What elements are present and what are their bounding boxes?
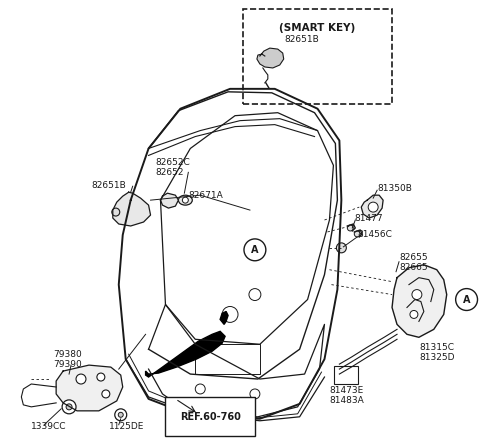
Text: 81473E: 81473E (329, 387, 364, 396)
Polygon shape (145, 332, 225, 377)
Polygon shape (361, 195, 383, 218)
Circle shape (66, 404, 72, 410)
Text: 81325D: 81325D (419, 353, 455, 362)
Circle shape (456, 289, 478, 310)
Text: 81456C: 81456C (357, 230, 392, 239)
Text: 81477: 81477 (354, 214, 383, 223)
Text: 79390: 79390 (53, 360, 82, 369)
Circle shape (336, 243, 347, 253)
Circle shape (354, 231, 360, 237)
Circle shape (195, 384, 205, 394)
Text: 79380: 79380 (53, 350, 82, 359)
Circle shape (250, 389, 260, 399)
Circle shape (222, 306, 238, 323)
FancyBboxPatch shape (243, 9, 392, 104)
Text: 81483A: 81483A (329, 396, 364, 405)
Text: 82665: 82665 (399, 263, 428, 272)
Text: 82655: 82655 (399, 253, 428, 262)
Text: 82652: 82652 (156, 168, 184, 177)
Bar (335, 366, 358, 384)
Text: 82651B: 82651B (91, 181, 126, 190)
Polygon shape (257, 48, 284, 68)
Polygon shape (113, 192, 151, 226)
Text: 1339CC: 1339CC (31, 422, 67, 431)
Text: REF.60-760: REF.60-760 (180, 412, 240, 422)
Bar (195, 344, 260, 374)
Ellipse shape (179, 195, 192, 205)
Circle shape (118, 412, 123, 417)
Circle shape (62, 400, 76, 414)
Polygon shape (160, 193, 179, 208)
Circle shape (412, 289, 422, 300)
Circle shape (76, 374, 86, 384)
Text: A: A (463, 294, 470, 305)
Circle shape (244, 239, 266, 261)
Text: 81350B: 81350B (377, 184, 412, 193)
Text: 82671A: 82671A (188, 191, 223, 200)
Circle shape (249, 289, 261, 301)
Text: 82651B: 82651B (285, 35, 320, 44)
Circle shape (102, 390, 110, 398)
Text: 81315C: 81315C (419, 343, 454, 352)
Circle shape (368, 202, 378, 212)
Circle shape (115, 409, 127, 421)
Circle shape (182, 197, 188, 203)
Polygon shape (220, 311, 228, 324)
Polygon shape (392, 265, 447, 337)
Text: (SMART KEY): (SMART KEY) (279, 23, 356, 33)
Circle shape (112, 208, 120, 216)
Text: 82652C: 82652C (156, 158, 190, 167)
Circle shape (348, 225, 353, 231)
Text: A: A (251, 245, 259, 255)
Circle shape (97, 373, 105, 381)
Polygon shape (56, 365, 123, 411)
Text: 1125DE: 1125DE (109, 422, 144, 431)
Circle shape (410, 310, 418, 319)
